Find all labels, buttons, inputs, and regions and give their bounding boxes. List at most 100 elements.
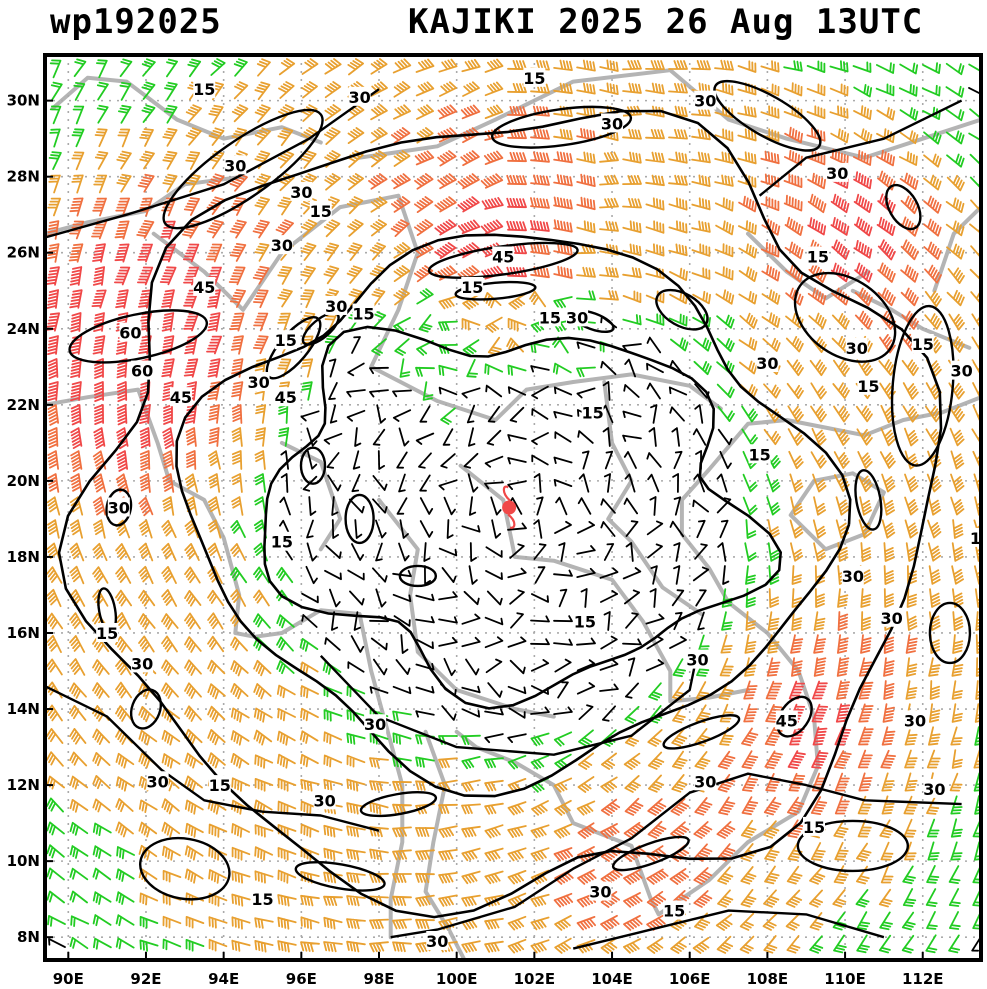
wind-barb [760, 242, 780, 258]
contour-label-bg [270, 531, 293, 551]
wind-barb [973, 473, 981, 493]
wind-barb [207, 589, 225, 607]
wind-barb [812, 726, 828, 746]
wind-barb [468, 565, 478, 585]
wind-barb [46, 728, 64, 744]
wind-barb [415, 940, 435, 953]
land-outline [423, 729, 467, 960]
wind-barb [855, 889, 870, 908]
wind-barb [923, 153, 942, 168]
wind-barb [233, 58, 248, 77]
wind-barb [716, 821, 736, 839]
wind-barb [351, 543, 365, 561]
wind-barb [904, 427, 919, 447]
wind-barb [372, 498, 388, 514]
wind-barb [739, 312, 758, 329]
wind-barb [576, 173, 596, 187]
wind-barb [969, 223, 981, 235]
wind-barb [971, 359, 981, 377]
wind-barb [645, 243, 665, 257]
wind-barb [646, 336, 662, 354]
wind-barb [946, 174, 965, 192]
wind-barb [254, 778, 274, 792]
wind-contour [854, 469, 883, 531]
wind-barb [93, 427, 106, 449]
wind-barb [391, 196, 411, 213]
wind-barb [553, 242, 573, 256]
wind-barb [855, 405, 873, 423]
wind-barb [460, 150, 480, 167]
wind-barb [276, 566, 294, 584]
wind-barb [624, 705, 640, 724]
wind-barb [672, 658, 686, 678]
wind-barb [348, 498, 365, 514]
wind-barb [623, 752, 641, 770]
wind-contour [344, 493, 375, 545]
contour-label: 45 [170, 388, 192, 407]
wind-barb [622, 267, 642, 279]
wind-barb [301, 381, 313, 401]
wind-barb [69, 682, 87, 699]
wind-barb [441, 567, 457, 583]
wind-barb [904, 749, 918, 769]
wind-barb [599, 128, 619, 142]
wind-barb [207, 542, 223, 562]
wind-barb [553, 319, 573, 332]
wind-barb [47, 197, 61, 217]
wind-barb [951, 565, 964, 585]
contour-label: 30 [601, 114, 623, 133]
wind-barb [928, 726, 941, 746]
wind-barb [46, 890, 65, 904]
contour-label-bg [566, 307, 589, 327]
wind-barb [883, 542, 895, 562]
wind-barb [530, 916, 550, 931]
wind-barb [599, 59, 619, 72]
wind-barb [160, 243, 176, 263]
wind-barb [324, 127, 341, 145]
wind-barb [92, 845, 112, 859]
contour-label: 30 [247, 373, 269, 392]
wind-barb [231, 404, 243, 424]
wind-barb [231, 104, 249, 123]
wind-barb [786, 935, 801, 954]
wind-barb [928, 496, 942, 516]
wind-barb [829, 83, 849, 97]
wind-barb [49, 59, 62, 79]
wind-barb [899, 107, 919, 121]
wind-barb [623, 497, 638, 515]
wind-barb [786, 359, 804, 377]
wind-barb [880, 841, 894, 861]
wind-barb [93, 519, 106, 539]
wind-barb [599, 266, 619, 278]
wind-barb [230, 520, 246, 538]
wind-barb [159, 266, 177, 286]
contour-label-bg [492, 246, 515, 266]
wind-barb [741, 796, 759, 816]
wind-barb [785, 264, 804, 283]
contour-label-bg [96, 622, 119, 642]
wind-barb [370, 58, 388, 75]
wind-barb [647, 473, 660, 493]
wind-barb [438, 872, 458, 884]
wind-barb [787, 750, 806, 769]
wind-barb [347, 127, 365, 144]
wind-barb [883, 588, 894, 608]
wind-barb [553, 731, 573, 747]
wind-barb [138, 589, 156, 607]
wind-barb [207, 312, 221, 332]
wind-barb [833, 428, 850, 446]
wind-barb [806, 150, 826, 166]
wind-barb [553, 128, 573, 141]
wind-barb [507, 434, 527, 442]
wind-barb [668, 174, 688, 186]
wind-barb [622, 128, 642, 140]
wind-barb [832, 889, 847, 908]
wind-barb [461, 870, 481, 885]
wind-barb [161, 659, 179, 676]
wind-barb [392, 732, 412, 745]
wind-barb [442, 428, 454, 446]
wind-barb [856, 842, 872, 862]
wind-barb [438, 386, 458, 396]
wind-barb [277, 753, 296, 769]
wind-barb [443, 496, 456, 516]
